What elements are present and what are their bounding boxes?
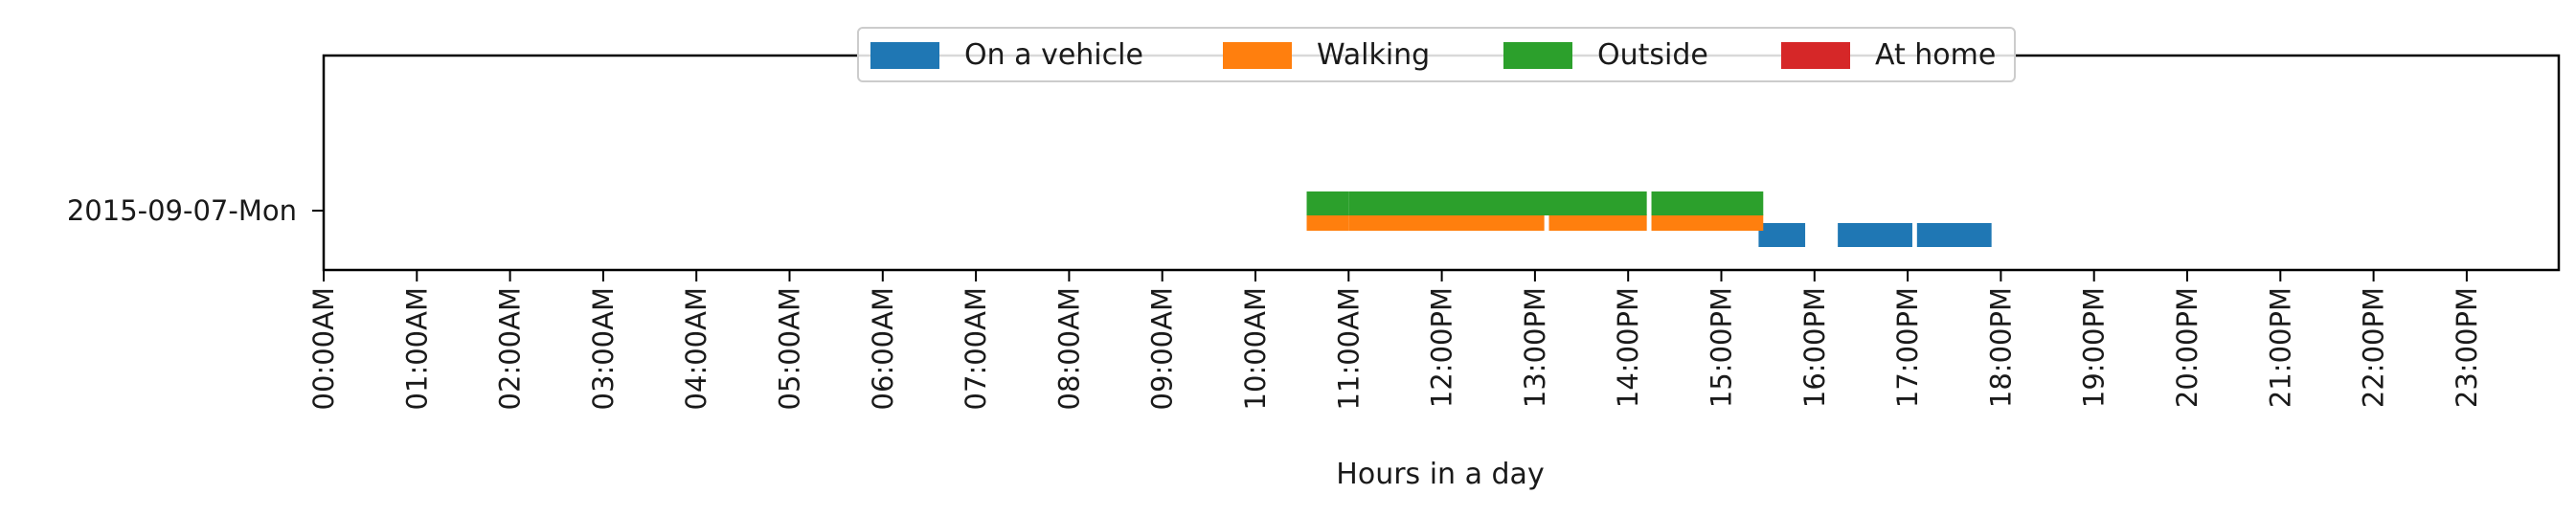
x-tick-label: 21:00PM (2264, 287, 2296, 408)
x-tick-label: 01:00AM (400, 287, 433, 410)
legend-item-outside: Outside (1503, 41, 1708, 70)
x-tick-label: 23:00PM (2451, 287, 2483, 408)
x-tick-label: 10:00AM (1239, 287, 1272, 410)
x-tick-label: 17:00PM (1891, 287, 1924, 408)
x-axis-label: Hours in a day (1336, 458, 1544, 491)
x-tick-label: 11:00AM (1332, 287, 1365, 410)
x-tick-label: 05:00AM (774, 287, 806, 410)
x-tick-label: 19:00PM (2078, 287, 2111, 408)
legend-swatch (1503, 42, 1572, 69)
bar-outside-2 (1651, 191, 1764, 215)
x-tick-label: 03:00AM (587, 287, 620, 410)
bar-on-a-vehicle-2 (1916, 223, 1992, 247)
x-tick-label: 00:00AM (307, 287, 340, 410)
x-tick-label: 15:00PM (1706, 287, 1738, 408)
x-tick-label: 06:00AM (867, 287, 899, 410)
bar-on-a-vehicle-0 (1758, 223, 1806, 247)
y-axis-ticks: 2015-09-07-Mon (67, 194, 324, 227)
bar-outside-0 (1306, 191, 1349, 215)
bar-outside-1 (1348, 191, 1647, 215)
legend-swatch (1781, 42, 1850, 69)
plot-area (322, 54, 2561, 272)
x-tick-label: 20:00PM (2171, 287, 2203, 408)
legend-label: On a vehicle (964, 38, 1143, 72)
legend-item-walking: Walking (1223, 41, 1430, 70)
legend-label: At home (1875, 38, 1997, 72)
legend-swatch (1223, 42, 1292, 69)
x-tick-label: 22:00PM (2358, 287, 2390, 408)
x-tick-label: 07:00AM (960, 287, 992, 410)
bar-walking-0 (1306, 214, 1349, 231)
x-tick-label: 09:00AM (1146, 287, 1179, 410)
x-tick-label: 02:00AM (494, 287, 527, 410)
legend-item-at-home: At home (1781, 41, 1996, 70)
x-tick-label: 14:00PM (1612, 287, 1644, 408)
activity-bars (1306, 191, 1992, 247)
legend-swatch (870, 42, 939, 69)
legend-label: Outside (1597, 38, 1708, 72)
x-tick-label: 12:00PM (1426, 287, 1458, 408)
y-tick-label: 2015-09-07-Mon (67, 194, 297, 227)
x-tick-label: 16:00PM (1798, 287, 1831, 408)
bar-walking-2 (1548, 214, 1647, 231)
x-tick-label: 18:00PM (1984, 287, 2017, 408)
legend-label: Walking (1317, 38, 1431, 72)
x-axis-ticks: 00:00AM 01:00AM 02:00AM 03:00AM 04:00AM 05:00… (307, 270, 2483, 410)
bar-on-a-vehicle-1 (1838, 223, 1912, 247)
bar-walking-3 (1651, 214, 1764, 231)
x-tick-label: 04:00AM (680, 287, 712, 410)
legend-item-on-a-vehicle: On a vehicle (870, 41, 1143, 70)
x-tick-label: 08:00AM (1052, 287, 1085, 410)
x-tick-label: 13:00PM (1519, 287, 1551, 408)
legend: On a vehicle Walking Outside At home (857, 27, 2016, 82)
bar-walking-1 (1348, 214, 1545, 231)
